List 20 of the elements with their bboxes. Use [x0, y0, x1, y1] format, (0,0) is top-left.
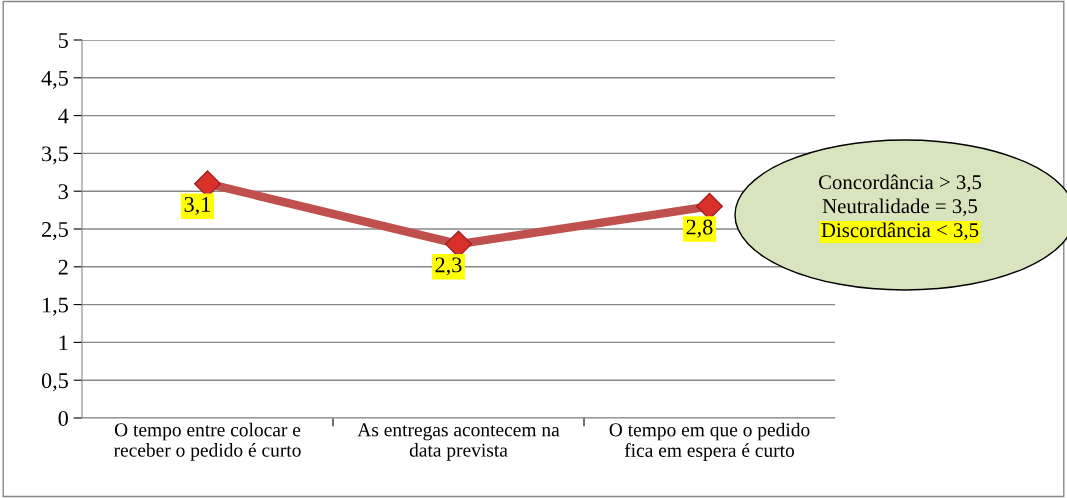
- y-tick-label: 1,5: [42, 297, 68, 316]
- y-tick-label: 3: [58, 184, 68, 200]
- annotation: Concordância > 3,5: [818, 174, 982, 193]
- annotation: Neutralidade = 3,5: [822, 198, 978, 217]
- y-tick-label: 2: [58, 259, 68, 275]
- data-label: 3,1: [184, 196, 211, 216]
- y-tick-label: 5: [58, 33, 68, 48]
- x-tick-label: As entregas acontecem na data prevista: [357, 423, 560, 461]
- y-tick-label: 1: [59, 335, 68, 351]
- y-tick-label: 4: [58, 108, 69, 124]
- y-tick-label: 2,5: [42, 221, 68, 241]
- y-tick-label: 4,5: [41, 70, 68, 89]
- data-label: 2,8: [686, 219, 713, 238]
- x-tick-label: O tempo entre colocar e receber o pedido é curto: [113, 422, 301, 461]
- y-tick-label: 0: [58, 410, 68, 426]
- data-label: 2,3: [435, 257, 462, 276]
- y-tick-label: 3,5: [42, 146, 68, 165]
- x-tick-label: O tempo em que o pedido fica em espera é curto: [609, 422, 810, 461]
- y-tick-label: 0,5: [41, 373, 68, 392]
- annotation: Discordância < 3,5: [821, 222, 979, 241]
